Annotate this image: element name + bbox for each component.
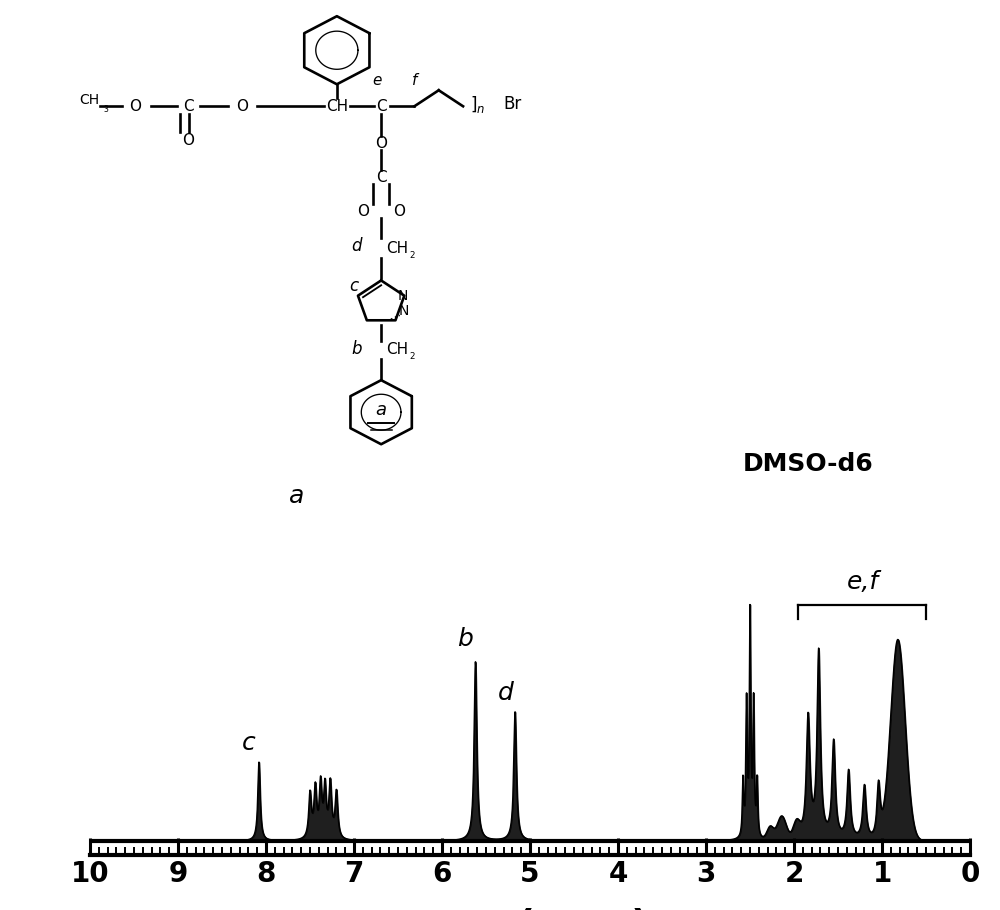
Text: e: e: [372, 73, 381, 87]
Text: C: C: [183, 99, 194, 114]
Text: C: C: [376, 170, 386, 185]
Text: O: O: [236, 99, 248, 114]
Text: O: O: [129, 99, 141, 114]
Text: c: c: [349, 278, 358, 296]
Text: O: O: [393, 204, 405, 218]
Text: CH: CH: [386, 241, 409, 256]
Text: $_3$: $_3$: [103, 104, 110, 116]
Text: O: O: [357, 204, 369, 218]
Text: $_2$: $_2$: [409, 349, 416, 362]
Text: N: N: [399, 304, 409, 318]
Text: CH: CH: [386, 342, 409, 357]
Text: CH: CH: [79, 94, 99, 107]
Text: c: c: [242, 731, 255, 755]
Text: O: O: [375, 136, 387, 151]
Text: $_2$: $_2$: [409, 248, 416, 261]
Text: b: b: [457, 627, 473, 652]
Text: f: f: [412, 73, 417, 87]
Text: a: a: [289, 484, 304, 508]
Text: O: O: [182, 133, 194, 147]
Text: C: C: [376, 99, 386, 114]
Text: a: a: [376, 400, 387, 419]
Text: DMSO-d6: DMSO-d6: [743, 452, 874, 476]
Text: $]_n$: $]_n$: [470, 94, 485, 115]
Text: CH: CH: [326, 99, 348, 114]
Text: N: N: [397, 289, 408, 303]
X-axis label: 化学位移 (ppm): 化学位移 (ppm): [410, 907, 650, 910]
Text: b: b: [352, 340, 362, 359]
Text: e,f: e,f: [847, 570, 879, 594]
Text: d: d: [352, 237, 362, 255]
Text: Br: Br: [503, 96, 521, 113]
Text: d: d: [497, 681, 513, 705]
